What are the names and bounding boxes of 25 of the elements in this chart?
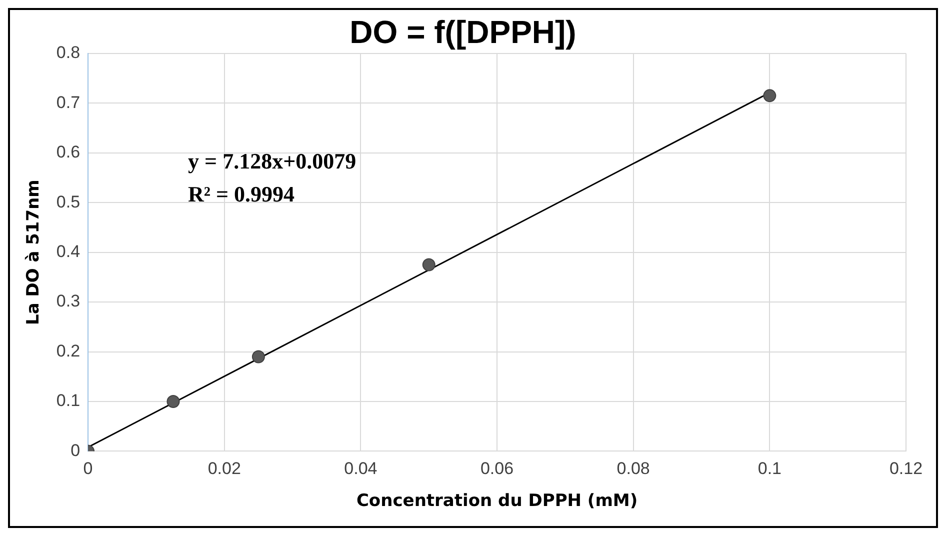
point <box>422 258 436 272</box>
annotation: y = 7.128x+0.0079 <box>188 148 356 174</box>
y-tick-label: 0.8 <box>56 43 80 62</box>
point <box>252 350 265 364</box>
x-tick-label: 0.12 <box>889 459 923 478</box>
y-tick-label: 0.5 <box>56 192 80 212</box>
x-tick-label: 0.02 <box>208 459 241 478</box>
x-tick-label: 0.06 <box>480 459 514 478</box>
point <box>166 394 180 408</box>
x-axis-title: Concentration du DPPH (mM) <box>356 491 638 512</box>
y-tick-label: 0.2 <box>56 341 80 360</box>
y-tick-label: 0.4 <box>56 242 80 261</box>
x-tick-label: 0 <box>83 459 93 478</box>
y-tick-label: 0.1 <box>56 391 80 410</box>
y-tick-label: 0 <box>70 440 80 460</box>
x-tick-label: 0.04 <box>344 459 378 478</box>
y-tick-label: 0.3 <box>56 292 80 311</box>
x-tick-label: 0.1 <box>758 459 782 478</box>
y-tick-label: 0.6 <box>56 142 80 162</box>
x-tick-label: 0.08 <box>616 459 650 478</box>
annotation: R² = 0.9994 <box>188 181 295 206</box>
y-tick-label: 0.7 <box>56 92 80 112</box>
point <box>763 89 776 102</box>
chart-title: DO = f([DPPH]) <box>350 14 576 50</box>
y-axis-title: La DO à 517nm <box>24 180 44 326</box>
